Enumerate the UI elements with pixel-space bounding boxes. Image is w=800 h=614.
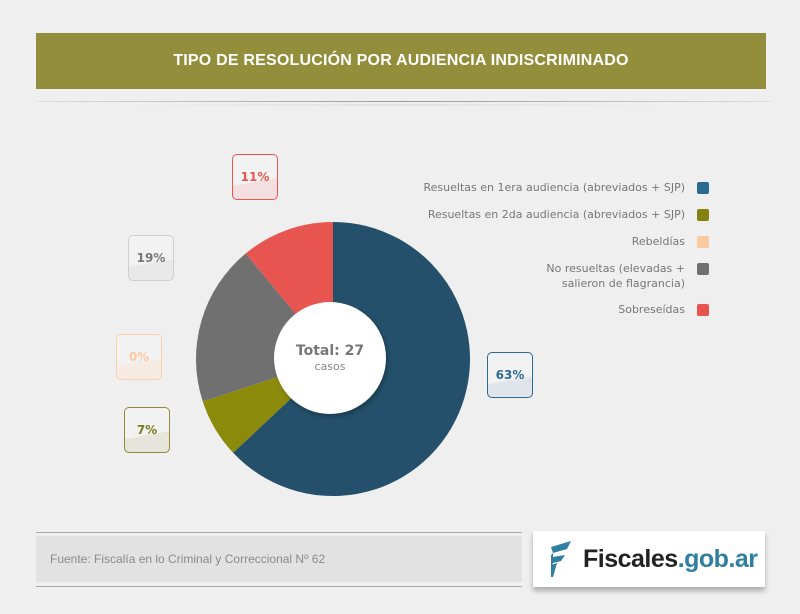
logo-text: Fiscales.gob.ar: [583, 545, 758, 574]
fiscales-mark-icon: [551, 541, 571, 577]
callout-label: 7%: [136, 423, 158, 437]
callout-sobreseidas: 11%: [232, 154, 278, 200]
center-unit: casos: [314, 360, 346, 373]
legend-item-sobreseidas: Sobreseídas: [618, 302, 685, 317]
legend-swatch: [697, 209, 709, 221]
callout-2da-audiencia: 7%: [124, 407, 170, 453]
callout-no-resueltas: 19%: [128, 235, 174, 281]
legend-item-1era-audiencia: Resueltas en 1era audiencia (abreviados …: [424, 180, 686, 195]
logo-text-domain: .gob.ar: [677, 544, 758, 573]
source-text: Fuente: Fiscalía en lo Criminal y Correc…: [50, 552, 326, 566]
legend-swatch: [697, 236, 709, 248]
title-divider-shadow: [120, 104, 670, 106]
legend-item-rebeldias: Rebeldías: [632, 234, 685, 249]
source-divider-bottom: [36, 586, 522, 587]
source-box: Fuente: Fiscalía en lo Criminal y Correc…: [36, 536, 522, 582]
legend-swatch: [697, 263, 709, 275]
fiscales-logo: Fiscales.gob.ar: [533, 531, 765, 587]
callout-1era-audiencia: 63%: [487, 352, 533, 398]
legend-label-line: salieron de flagrancia): [561, 277, 685, 290]
legend-label: Resueltas en 2da audiencia (abreviados +…: [427, 208, 685, 221]
callout-label: 19%: [136, 251, 166, 265]
legend-item-2da-audiencia: Resueltas en 2da audiencia (abreviados +…: [428, 207, 685, 222]
callout-label: 63%: [495, 368, 525, 382]
legend-swatch: [697, 304, 709, 316]
legend-label: Sobreseídas: [618, 303, 685, 316]
callout-label: 0%: [128, 350, 150, 364]
legend-label-line: No resueltas (elevadas +: [546, 262, 685, 275]
title-bar: TIPO DE RESOLUCIÓN POR AUDIENCIA INDISCR…: [36, 33, 766, 89]
source-divider-top: [36, 532, 522, 533]
chart-title: TIPO DE RESOLUCIÓN POR AUDIENCIA INDISCR…: [173, 52, 629, 69]
logo-text-main: Fiscales: [583, 544, 678, 573]
callout-label: 11%: [240, 170, 270, 184]
center-total: Total: 27: [295, 343, 365, 359]
center-label: Total: 27 casos: [275, 303, 385, 413]
donut-center: [274, 302, 386, 414]
legend-label: Rebeldías: [631, 235, 685, 248]
legend-item-no-resueltas: No resueltas (elevadas + salieron de fla…: [546, 261, 685, 291]
legend-label: Resueltas en 1era audiencia (abreviados …: [423, 181, 686, 194]
title-divider: [38, 101, 770, 102]
legend-swatch: [697, 182, 709, 194]
callout-rebeldias: 0%: [116, 334, 162, 380]
